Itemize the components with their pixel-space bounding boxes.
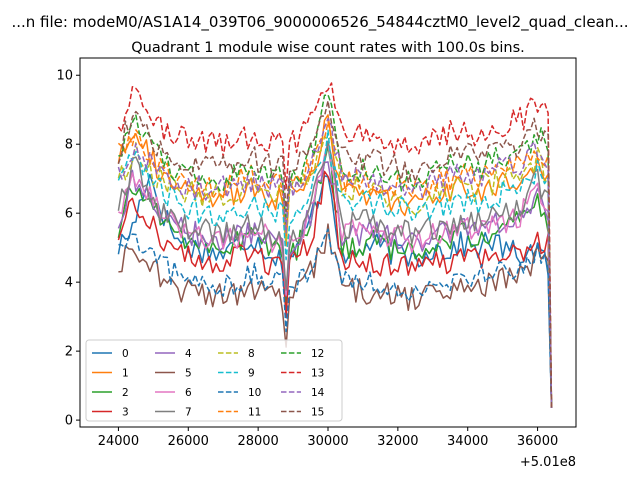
y-axis: 0 2 4 6 8 10 [56, 69, 80, 429]
x-tick-label: 34000 [447, 434, 488, 449]
legend-label-6: 6 [185, 387, 192, 399]
x-offset-label: +5.01e8 [520, 455, 576, 470]
y-tick-label: 4 [65, 276, 73, 291]
y-tick-label: 10 [56, 69, 73, 84]
x-tick-label: 36000 [517, 434, 558, 449]
series-line-13 [117, 82, 553, 409]
legend-label-9: 9 [248, 368, 255, 380]
x-tick-label: 32000 [377, 434, 418, 449]
x-tick-label: 26000 [168, 434, 209, 449]
series-line-3 [117, 170, 553, 409]
legend-label-0: 0 [122, 348, 129, 360]
series-line-8 [117, 136, 553, 409]
x-axis: 24000 26000 28000 30000 32000 34000 36000 [98, 427, 558, 449]
y-tick-label: 6 [65, 207, 73, 222]
x-tick-label: 30000 [307, 434, 348, 449]
legend-label-4: 4 [185, 348, 192, 360]
legend-label-12: 12 [311, 348, 324, 360]
legend-label-11: 11 [248, 407, 261, 419]
chart-title: Quadrant 1 module wise count rates with … [131, 40, 525, 56]
figure-suptitle: ...n file: modeM0/AS1A14_039T06_90000065… [11, 13, 628, 32]
legend-label-10: 10 [248, 387, 261, 399]
legend-label-3: 3 [122, 407, 129, 419]
series-line-10 [118, 228, 553, 409]
series-line-9 [117, 129, 553, 409]
y-tick-label: 2 [65, 345, 73, 360]
series-line-15 [117, 100, 553, 409]
series-line-14 [117, 117, 553, 409]
legend-box [85, 339, 343, 422]
legend-label-13: 13 [311, 368, 324, 380]
series-line-12 [118, 94, 553, 409]
plot-lines [117, 82, 553, 409]
legend-label-5: 5 [185, 368, 192, 380]
legend-label-1: 1 [122, 368, 129, 380]
x-tick-label: 28000 [237, 434, 278, 449]
legend-label-14: 14 [311, 387, 325, 399]
legend-label-8: 8 [248, 348, 255, 360]
series-line-7 [117, 140, 553, 409]
legend-label-2: 2 [122, 387, 129, 399]
legend-label-15: 15 [311, 407, 324, 419]
y-tick-label: 0 [65, 414, 73, 429]
series-line-5 [118, 223, 553, 409]
y-tick-label: 8 [65, 138, 73, 153]
legend-label-7: 7 [185, 407, 192, 419]
x-tick-label: 24000 [98, 434, 139, 449]
